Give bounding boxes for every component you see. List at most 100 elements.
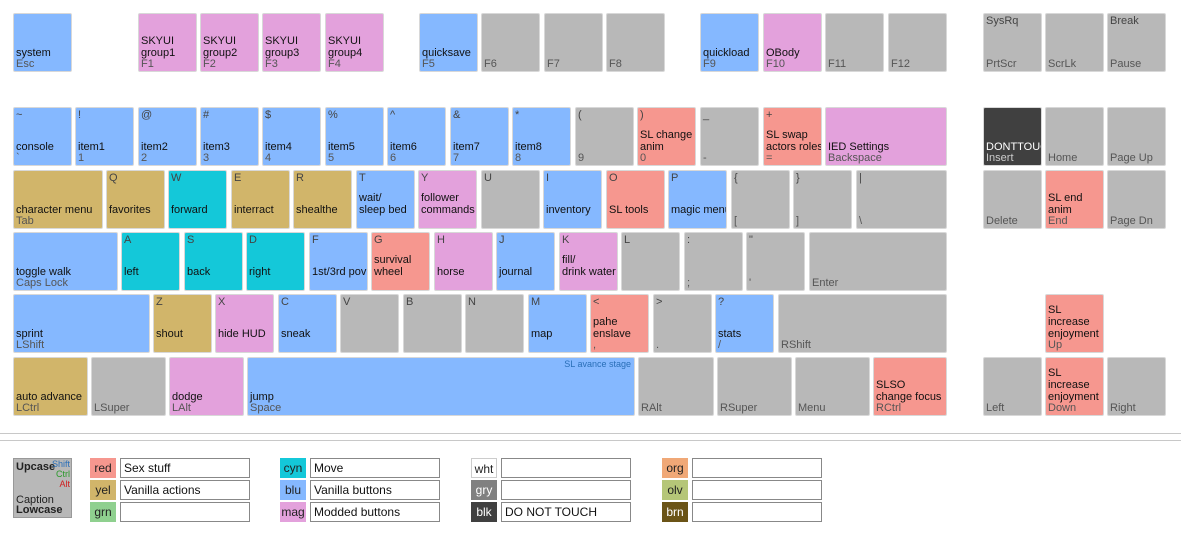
key-u[interactable]: U (481, 170, 540, 229)
legend-text-field[interactable] (120, 502, 250, 522)
key-v[interactable]: V (340, 294, 399, 353)
key-enter[interactable]: Enter (809, 232, 947, 291)
legend-text-field[interactable]: Sex stuff (120, 458, 250, 478)
key-f9[interactable]: quickload F9 (700, 13, 759, 72)
key-rbracket[interactable]: }] (793, 170, 852, 229)
key-k6[interactable]: ^ item6 6 (387, 107, 446, 166)
key-lctrl[interactable]: auto advance LCtrl (13, 357, 88, 416)
key-lbracket[interactable]: {[ (731, 170, 790, 229)
key-home[interactable]: Home (1045, 107, 1104, 166)
key-lshift[interactable]: sprint LShift (13, 294, 150, 353)
legend-text-field[interactable] (501, 480, 631, 500)
key-up[interactable]: SL increase enjoyment Up (1045, 294, 1104, 353)
key-insert[interactable]: DONTTOUCHInsert (983, 107, 1042, 166)
key-f6[interactable]: F6 (481, 13, 540, 72)
key-f11[interactable]: F11 (825, 13, 884, 72)
key-k1[interactable]: ! item1 1 (75, 107, 134, 166)
key-pagedn[interactable]: Page Dn (1107, 170, 1166, 229)
key-menu[interactable]: Menu (795, 357, 870, 416)
key-k2[interactable]: @ item2 2 (138, 107, 197, 166)
key-n[interactable]: N (465, 294, 524, 353)
key-right[interactable]: Right (1107, 357, 1166, 416)
key-rshift[interactable]: RShift (778, 294, 947, 353)
key-b[interactable]: B (403, 294, 462, 353)
key-k8[interactable]: * item8 8 (512, 107, 571, 166)
key-rctrl[interactable]: SLSO change focus RCtrl (873, 357, 947, 416)
key-l[interactable]: L (621, 232, 680, 291)
key-k7[interactable]: & item7 7 (450, 107, 509, 166)
key-lalt[interactable]: dodge LAlt (169, 357, 244, 416)
key-k3[interactable]: # item3 3 (200, 107, 259, 166)
key-esc[interactable]: system Esc (13, 13, 72, 72)
legend-text-field[interactable]: Vanilla actions (120, 480, 250, 500)
key-f5[interactable]: quicksave F5 (419, 13, 478, 72)
key-k5[interactable]: % item5 5 (325, 107, 384, 166)
key-quote[interactable]: " ' (746, 232, 805, 291)
legend-text-field[interactable] (692, 502, 822, 522)
key-f[interactable]: F 1st/3rd pov (309, 232, 368, 291)
key-space[interactable]: jump Space SL avance stage (247, 357, 635, 416)
legend-text-field[interactable]: Vanilla buttons (310, 480, 440, 500)
key-delete[interactable]: Delete (983, 170, 1042, 229)
key-k0[interactable]: ) SL change anim 0 (637, 107, 696, 166)
legend-text-field[interactable]: DO NOT TOUCH (501, 502, 631, 522)
key-prtscr[interactable]: SysRq PrtScr (983, 13, 1042, 72)
key-left[interactable]: Left (983, 357, 1042, 416)
key-pageup[interactable]: Page Up (1107, 107, 1166, 166)
key-f7[interactable]: F7 (544, 13, 603, 72)
key-capslock[interactable]: toggle walk Caps Lock (13, 232, 118, 291)
key-k4[interactable]: $ item4 4 (262, 107, 321, 166)
key-f2[interactable]: SKYUI group2 F2 (200, 13, 259, 72)
key-equals[interactable]: + SL swap actors roles = (763, 107, 822, 166)
key-k9[interactable]: (9 (575, 107, 634, 166)
key-scrlk[interactable]: ScrLk (1045, 13, 1104, 72)
key-tab[interactable]: character menu Tab (13, 170, 103, 229)
legend-text-field[interactable] (692, 480, 822, 500)
key-f4[interactable]: SKYUI group4 F4 (325, 13, 384, 72)
key-f12[interactable]: F12 (888, 13, 947, 72)
key-f1[interactable]: SKYUI group1 F1 (138, 13, 197, 72)
key-lowcase: F5 (422, 58, 435, 70)
key-ralt[interactable]: RAlt (638, 357, 714, 416)
key-backspace[interactable]: IED Settings Backspace (825, 107, 947, 166)
key-f8[interactable]: F8 (606, 13, 665, 72)
key-end[interactable]: SL end anim End (1045, 170, 1104, 229)
key-f3[interactable]: SKYUI group3 F3 (262, 13, 321, 72)
key-tilde[interactable]: ~ console ` (13, 107, 72, 166)
key-comma[interactable]: < pahe enslave, (590, 294, 649, 353)
key-backslash[interactable]: | \ (856, 170, 947, 229)
key-period[interactable]: >. (653, 294, 712, 353)
key-semicolon[interactable]: :; (684, 232, 743, 291)
key-o[interactable]: O SL tools (606, 170, 665, 229)
key-rsuper[interactable]: RSuper (717, 357, 792, 416)
key-down[interactable]: SL increase enjoyment Down (1045, 357, 1104, 416)
key-f10[interactable]: OBody F10 (763, 13, 822, 72)
legend-text-field[interactable] (692, 458, 822, 478)
legend-text-field[interactable]: Move (310, 458, 440, 478)
legend-text-field[interactable] (501, 458, 631, 478)
key-lsuper[interactable]: LSuper (91, 357, 166, 416)
key-slash[interactable]: ? stats / (715, 294, 774, 353)
key-pause[interactable]: Break Pause (1107, 13, 1166, 72)
key-minus[interactable]: _ - (700, 107, 759, 166)
legend-text-field[interactable]: Modded buttons (310, 502, 440, 522)
